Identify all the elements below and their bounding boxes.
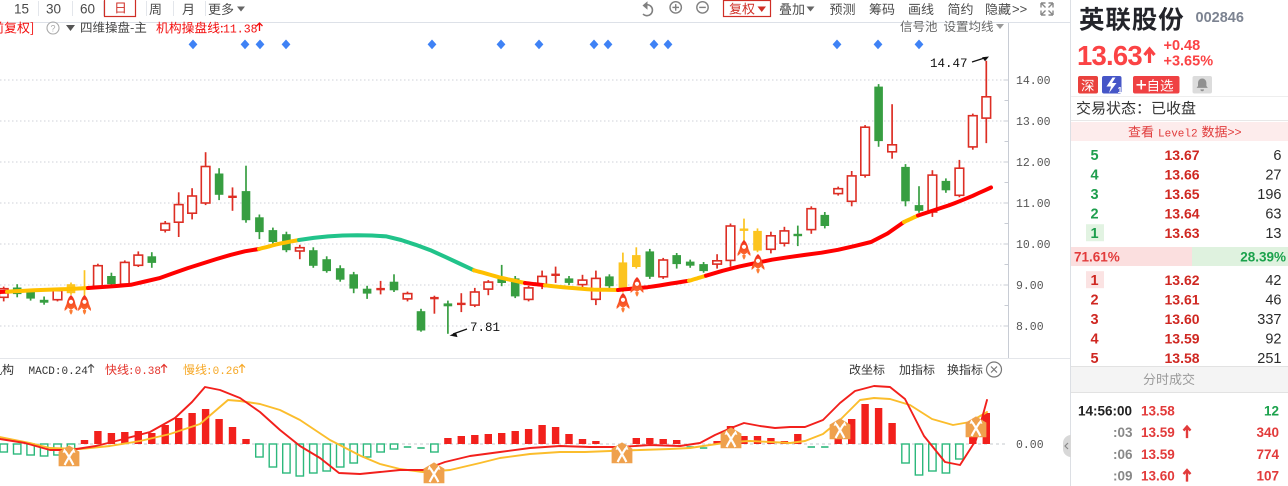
svg-text:28.39%: 28.39% <box>1240 250 1286 265</box>
svg-text:5: 5 <box>1090 351 1098 367</box>
svg-text:002846: 002846 <box>1196 10 1244 26</box>
svg-text:9.00: 9.00 <box>1016 280 1044 293</box>
svg-text:13.58: 13.58 <box>1141 403 1175 418</box>
svg-text:12.00: 12.00 <box>1016 157 1051 170</box>
svg-text:>>: >> <box>1012 2 1027 17</box>
svg-text:Level2: Level2 <box>1158 129 1198 141</box>
svg-text:13.59: 13.59 <box>1141 425 1175 440</box>
svg-text:13.59: 13.59 <box>1141 447 1175 462</box>
svg-text:1: 1 <box>1090 226 1098 242</box>
svg-text:13.64: 13.64 <box>1165 205 1200 221</box>
svg-text:3: 3 <box>1090 187 1098 203</box>
svg-text:0.00: 0.00 <box>1016 439 1044 452</box>
svg-text:13.00: 13.00 <box>1016 116 1051 129</box>
svg-text:5: 5 <box>1090 148 1098 164</box>
svg-text:13.63: 13.63 <box>1077 40 1142 71</box>
svg-text:2: 2 <box>1090 206 1098 222</box>
svg-text::09: :09 <box>1113 469 1133 484</box>
svg-text:13.62: 13.62 <box>1165 272 1200 288</box>
svg-text:13.63: 13.63 <box>1165 225 1200 241</box>
svg-text:14.00: 14.00 <box>1016 75 1051 88</box>
svg-text:92: 92 <box>1265 331 1281 347</box>
svg-text:13.66: 13.66 <box>1165 166 1200 182</box>
svg-text:4: 4 <box>1090 167 1098 183</box>
svg-text:14:56:00: 14:56:00 <box>1078 403 1132 418</box>
svg-text:13.59: 13.59 <box>1165 330 1200 346</box>
svg-text:1: 1 <box>1090 273 1098 289</box>
svg-text:340: 340 <box>1256 425 1279 440</box>
svg-text:46: 46 <box>1265 292 1281 308</box>
svg-text:71.61%: 71.61% <box>1074 250 1120 265</box>
svg-text:27: 27 <box>1265 167 1281 183</box>
svg-text:+0.48: +0.48 <box>1164 38 1201 54</box>
svg-text:63: 63 <box>1265 206 1281 222</box>
svg-text:3: 3 <box>1090 312 1098 328</box>
svg-text:13.60: 13.60 <box>1141 469 1175 484</box>
svg-text:774: 774 <box>1256 447 1279 462</box>
svg-text:196: 196 <box>1257 187 1281 203</box>
svg-text::0.26: :0.26 <box>206 366 239 378</box>
svg-text:1: 1 <box>1118 85 1123 95</box>
svg-text:2: 2 <box>1090 292 1098 308</box>
svg-text:7.81: 7.81 <box>470 321 500 335</box>
svg-text:>>: >> <box>1228 125 1242 139</box>
svg-text:6: 6 <box>1273 148 1281 164</box>
svg-text:13.58: 13.58 <box>1165 350 1200 366</box>
svg-text:11.38: 11.38 <box>223 24 258 37</box>
svg-text:337: 337 <box>1257 312 1281 328</box>
svg-text:251: 251 <box>1257 351 1281 367</box>
svg-text:MACD:0.24: MACD:0.24 <box>29 366 89 378</box>
svg-text:4: 4 <box>1090 331 1098 347</box>
svg-text:15: 15 <box>14 2 29 17</box>
svg-text:13.65: 13.65 <box>1165 186 1200 202</box>
svg-text:13.60: 13.60 <box>1165 311 1200 327</box>
svg-text:13.67: 13.67 <box>1165 147 1200 163</box>
svg-text:12: 12 <box>1264 403 1279 418</box>
svg-text:+3.65%: +3.65% <box>1164 54 1214 70</box>
svg-text:11.00: 11.00 <box>1016 198 1051 211</box>
svg-text::0.38: :0.38 <box>128 366 161 378</box>
svg-text::06: :06 <box>1113 447 1133 462</box>
svg-text:10.00: 10.00 <box>1016 239 1051 252</box>
svg-text:13: 13 <box>1265 226 1281 242</box>
svg-text:60: 60 <box>80 2 95 17</box>
svg-text:8.00: 8.00 <box>1016 321 1044 334</box>
svg-text:13.61: 13.61 <box>1165 291 1200 307</box>
svg-text:42: 42 <box>1265 273 1281 289</box>
svg-text::03: :03 <box>1113 425 1133 440</box>
svg-text:107: 107 <box>1256 469 1279 484</box>
svg-text:30: 30 <box>46 2 61 17</box>
svg-text:?: ? <box>50 24 55 34</box>
svg-text:14.47: 14.47 <box>930 57 968 71</box>
